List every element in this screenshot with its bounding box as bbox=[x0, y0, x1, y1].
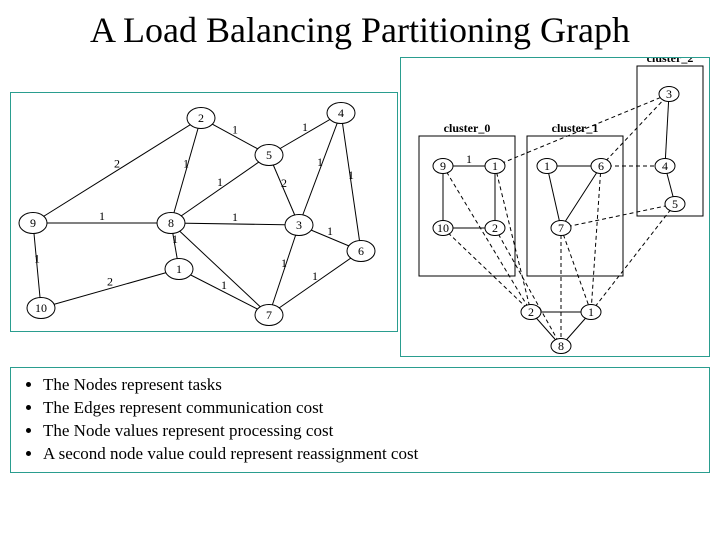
svg-text:6: 6 bbox=[358, 244, 364, 258]
svg-text:7: 7 bbox=[558, 221, 564, 235]
svg-text:1: 1 bbox=[312, 269, 318, 283]
svg-text:2: 2 bbox=[198, 111, 204, 125]
svg-text:5: 5 bbox=[672, 197, 678, 211]
svg-text:1: 1 bbox=[492, 159, 498, 173]
svg-text:3: 3 bbox=[296, 218, 302, 232]
page-title: A Load Balancing Partitioning Graph bbox=[0, 0, 720, 57]
bullets-list: The Nodes represent tasksThe Edges repre… bbox=[19, 374, 701, 466]
svg-text:1: 1 bbox=[544, 159, 550, 173]
svg-text:1: 1 bbox=[232, 123, 238, 137]
svg-text:1: 1 bbox=[302, 120, 308, 134]
bullet-item: The Nodes represent tasks bbox=[43, 374, 701, 397]
svg-text:1: 1 bbox=[172, 232, 178, 246]
svg-text:8: 8 bbox=[558, 339, 564, 353]
svg-text:3: 3 bbox=[666, 87, 672, 101]
svg-text:1: 1 bbox=[317, 155, 323, 169]
svg-text:2: 2 bbox=[107, 275, 113, 289]
svg-text:1: 1 bbox=[176, 262, 182, 276]
svg-text:5: 5 bbox=[266, 148, 272, 162]
svg-text:1: 1 bbox=[217, 175, 223, 189]
svg-text:2: 2 bbox=[281, 176, 287, 190]
svg-text:1: 1 bbox=[99, 209, 105, 223]
svg-text:4: 4 bbox=[338, 106, 344, 120]
svg-text:1: 1 bbox=[348, 168, 354, 182]
bullet-item: The Edges represent communication cost bbox=[43, 397, 701, 420]
svg-text:8: 8 bbox=[168, 216, 174, 230]
left-graph-panel: 2 1 1 1 2 1 1 1 1 1 1 1 1 1 1 2 1 2 4 5 9 8 3 1 6 10 7 bbox=[10, 92, 398, 332]
bullet-item: The Node values represent processing cos… bbox=[43, 420, 701, 443]
svg-text:cluster_2: cluster_2 bbox=[647, 58, 694, 65]
svg-text:1: 1 bbox=[34, 252, 40, 266]
svg-text:1: 1 bbox=[281, 256, 287, 270]
svg-text:10: 10 bbox=[437, 221, 449, 235]
bullets-box: The Nodes represent tasksThe Edges repre… bbox=[10, 367, 710, 473]
svg-text:2: 2 bbox=[528, 305, 534, 319]
right-graph-panel: cluster_0cluster_1cluster_21911021673452… bbox=[400, 57, 710, 357]
svg-text:9: 9 bbox=[30, 216, 36, 230]
svg-text:7: 7 bbox=[266, 308, 272, 322]
svg-text:9: 9 bbox=[440, 159, 446, 173]
svg-text:cluster_0: cluster_0 bbox=[444, 121, 491, 135]
svg-text:10: 10 bbox=[35, 301, 47, 315]
diagram-stage: 2 1 1 1 2 1 1 1 1 1 1 1 1 1 1 2 1 2 4 5 9 8 3 1 6 10 7 cluster_0 cl… bbox=[10, 57, 710, 359]
svg-text:2: 2 bbox=[492, 221, 498, 235]
svg-text:1: 1 bbox=[183, 157, 189, 171]
svg-text:1: 1 bbox=[327, 224, 333, 238]
svg-text:1: 1 bbox=[466, 152, 472, 166]
svg-text:2: 2 bbox=[114, 157, 120, 171]
svg-text:1: 1 bbox=[232, 210, 238, 224]
bullet-item: A second node value could represent reas… bbox=[43, 443, 701, 466]
svg-text:4: 4 bbox=[662, 159, 668, 173]
svg-text:1: 1 bbox=[588, 305, 594, 319]
svg-text:1: 1 bbox=[221, 278, 227, 292]
svg-text:6: 6 bbox=[598, 159, 604, 173]
